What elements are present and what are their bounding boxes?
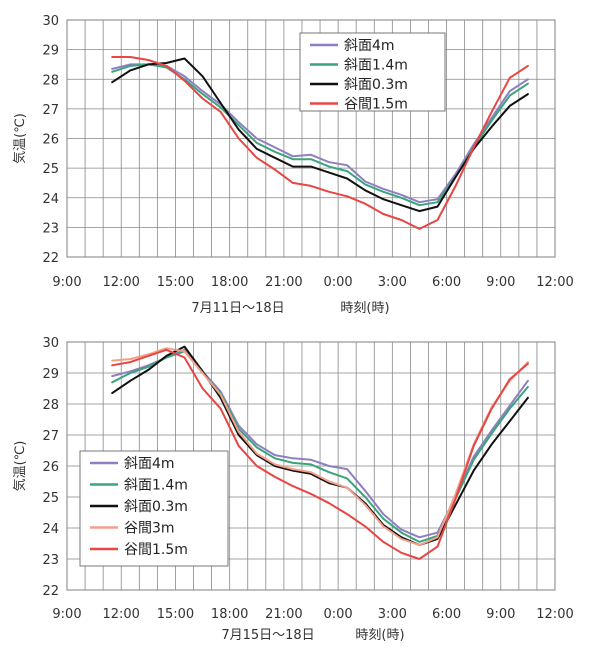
legend-entry: 谷間1.5m [124,542,188,558]
chart-top: 22 23 24 25 26 27 28 29 30 9:00 12:00 15:00 18:00 21:… [12,14,574,316]
y-tick-label: 28 [42,73,59,88]
legend-box [79,450,229,567]
series-line-2 [111,345,529,547]
x-tick-label: 18:00 [211,275,248,290]
chart-bottom: 22 23 24 25 26 27 28 29 30 9:00 12:00 15:00 18:00 21:… [12,336,574,643]
y-tick-label: 24 [42,522,59,537]
y-tick-label: 25 [42,491,59,506]
x-tick-label: 15:00 [157,607,194,622]
x-tick-label: 12:00 [536,275,573,290]
y-tick-label: 29 [42,44,59,59]
y-tick-label: 23 [42,553,59,568]
y-tick-label: 26 [42,460,59,475]
x-tick-label: 9:00 [486,275,515,290]
y-tick-label: 27 [42,103,59,118]
legend: 斜面4m 斜面1.4m 斜面0.3m 谷間1.5m [299,32,446,113]
x-tick-label: 6:00 [432,607,461,622]
legend-entry: 斜面4m [344,38,395,54]
x-tick-label: 12:00 [102,275,139,290]
x-tick-label: 3:00 [378,607,407,622]
x-tick-label: 12:00 [536,607,573,622]
y-tick-label: 23 [42,221,59,236]
legend-entry: 斜面0.3m [344,77,408,93]
y-tick-label: 27 [42,429,59,444]
y-axis-label: 気温(℃) [12,441,28,492]
x-tick-label: 0:00 [324,275,353,290]
legend-entry: 谷間3m [124,521,175,537]
y-tick-label: 29 [42,367,59,382]
y-tick-label: 28 [42,398,59,413]
y-tick-label: 22 [42,251,59,266]
series-line-4 [111,348,529,560]
legend-entry: 斜面1.4m [124,478,188,494]
series-line-3 [111,56,529,230]
y-tick-label: 24 [42,192,59,207]
x-tick-label: 0:00 [324,607,353,622]
y-tick-label: 30 [42,336,59,351]
x-tick-label: 18:00 [211,607,248,622]
x-axis-date-label: 7月11日～18日 [191,301,284,316]
y-tick-label: 22 [42,584,59,599]
x-tick-label: 6:00 [432,275,461,290]
series-line-2 [111,57,529,213]
legend-entry: 斜面1.4m [344,58,408,74]
legend: 斜面4m 斜面1.4m 斜面0.3m 谷間3m 谷間1.5m [79,450,229,567]
x-tick-label: 9:00 [52,275,81,290]
x-tick-label: 15:00 [157,275,194,290]
x-tick-label: 9:00 [52,607,81,622]
legend-entry: 斜面4m [124,456,175,472]
x-tick-label: 3:00 [378,275,407,290]
y-tick-label: 26 [42,133,59,148]
y-tick-label: 30 [42,14,59,29]
x-tick-label: 9:00 [486,607,515,622]
x-axis-time-label: 時刻(時) [355,628,404,643]
x-tick-label: 12:00 [102,607,139,622]
x-axis-date-label: 7月15日～18日 [221,628,314,643]
y-axis-label: 気温(℃) [12,113,28,164]
legend-entry: 斜面0.3m [124,499,188,515]
x-tick-label: 21:00 [265,607,302,622]
legend-entry: 谷間1.5m [344,97,408,113]
series-line-3 [111,347,529,547]
y-tick-label: 25 [42,162,59,177]
x-axis-time-label: 時刻(時) [340,301,389,316]
x-tick-label: 21:00 [265,275,302,290]
series-line-0 [111,63,529,204]
